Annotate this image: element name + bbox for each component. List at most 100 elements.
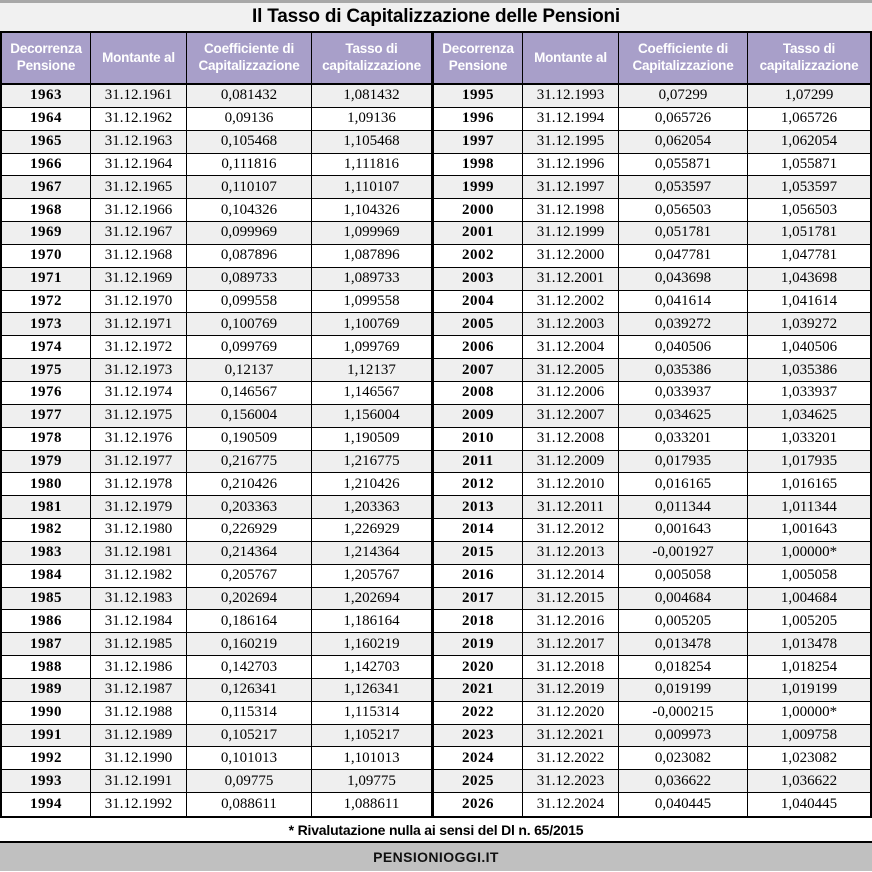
cell-decorrenza: 2012 <box>432 473 523 497</box>
cell-tasso: 1,013478 <box>748 633 870 657</box>
cell-tasso: 1,033937 <box>748 382 870 405</box>
cell-decorrenza: 2005 <box>432 313 523 337</box>
cell-coefficiente: 0,186164 <box>187 610 312 634</box>
cell-tasso: 1,005205 <box>748 610 870 634</box>
cell-decorrenza: 1991 <box>2 724 91 748</box>
cell-montante: 31.12.2022 <box>523 747 619 771</box>
cell-decorrenza: 2023 <box>432 724 523 748</box>
cell-coefficiente: 0,005058 <box>619 564 748 588</box>
table-row: 1983 31.12.1981 0,214364 1,214364 2015 31.12.… <box>2 541 870 565</box>
cell-tasso: 1,105468 <box>312 130 432 154</box>
cell-decorrenza: 1975 <box>2 359 91 382</box>
cell-coefficiente: -0,000215 <box>619 701 748 725</box>
cell-decorrenza: 1966 <box>2 153 91 177</box>
cell-montante: 31.12.2016 <box>523 610 619 634</box>
cell-montante: 31.12.1986 <box>91 656 187 679</box>
cell-montante: 31.12.1982 <box>91 564 187 588</box>
cell-coefficiente: 0,017935 <box>619 450 748 474</box>
cell-decorrenza: 1982 <box>2 519 91 542</box>
cell-decorrenza: 2026 <box>432 793 523 816</box>
footnote-band: * Rivalutazione nulla ai sensi del Dl n.… <box>0 818 872 841</box>
cell-tasso: 1,110107 <box>312 176 432 200</box>
cell-coefficiente: 0,203363 <box>187 496 312 520</box>
cell-montante: 31.12.2017 <box>523 633 619 657</box>
cell-decorrenza: 2004 <box>432 290 523 314</box>
cell-tasso: 1,146567 <box>312 381 432 405</box>
cell-decorrenza: 2021 <box>432 678 523 702</box>
cell-decorrenza: 2001 <box>432 222 523 245</box>
cell-montante: 31.12.2018 <box>523 656 619 679</box>
cell-montante: 31.12.1988 <box>91 701 187 725</box>
cell-tasso: 1,005058 <box>748 565 870 588</box>
cell-tasso: 1,089733 <box>312 267 432 291</box>
cell-tasso: 1,081432 <box>312 85 432 108</box>
cell-decorrenza: 1987 <box>2 633 91 657</box>
cell-montante: 31.12.1998 <box>523 199 619 223</box>
cell-montante: 31.12.2001 <box>523 267 619 291</box>
cell-montante: 31.12.1972 <box>91 336 187 360</box>
cell-montante: 31.12.1983 <box>91 587 187 611</box>
cell-montante: 31.12.1994 <box>523 107 619 131</box>
header-coefficiente-right: Coefficiente di Capitalizzazione <box>619 33 748 85</box>
table-row: 1981 31.12.1979 0,203363 1,203363 2013 31.12.… <box>2 496 870 520</box>
cell-tasso: 1,216775 <box>312 450 432 474</box>
cell-decorrenza: 2025 <box>432 770 523 794</box>
cell-decorrenza: 1972 <box>2 290 91 314</box>
table-row: 1969 31.12.1967 0,099969 1,099969 2001 31.12.… <box>2 222 870 245</box>
cell-montante: 31.12.2014 <box>523 564 619 588</box>
cell-montante: 31.12.1999 <box>523 222 619 245</box>
cell-decorrenza: 1970 <box>2 244 91 268</box>
cell-montante: 31.12.1992 <box>91 793 187 816</box>
table-row: 1984 31.12.1982 0,205767 1,205767 2016 31.12.… <box>2 564 870 588</box>
cell-montante: 31.12.1965 <box>91 176 187 200</box>
cell-coefficiente: 0,115314 <box>187 701 312 725</box>
cell-coefficiente: 0,100769 <box>187 313 312 337</box>
cell-coefficiente: 0,07299 <box>619 85 748 108</box>
cell-montante: 31.12.1985 <box>91 633 187 657</box>
cell-tasso: 1,09136 <box>312 107 432 131</box>
cell-tasso: 1,099558 <box>312 290 432 314</box>
cell-coefficiente: 0,099558 <box>187 290 312 314</box>
table-row: 1973 31.12.1971 0,100769 1,100769 2005 31.12.… <box>2 313 870 337</box>
cell-montante: 31.12.1991 <box>91 770 187 794</box>
cell-decorrenza: 1985 <box>2 587 91 611</box>
cell-coefficiente: 0,210426 <box>187 473 312 497</box>
cell-montante: 31.12.1964 <box>91 153 187 177</box>
cell-coefficiente: 0,190509 <box>187 427 312 451</box>
cell-coefficiente: 0,126341 <box>187 678 312 702</box>
source-footer: PENSIONIOGGI.IT <box>0 841 872 871</box>
cell-decorrenza: 2020 <box>432 656 523 679</box>
table-row: 1977 31.12.1975 0,156004 1,156004 2009 31.12.… <box>2 404 870 428</box>
cell-montante: 31.12.2015 <box>523 587 619 611</box>
header-tasso-right: Tasso di capitalizzazione <box>748 33 870 85</box>
cell-decorrenza: 1967 <box>2 176 91 200</box>
cell-montante: 31.12.1984 <box>91 610 187 634</box>
cell-coefficiente: 0,009973 <box>619 724 748 748</box>
cell-montante: 31.12.1987 <box>91 678 187 702</box>
cell-tasso: 1,019199 <box>748 679 870 702</box>
cell-coefficiente: 0,226929 <box>187 519 312 542</box>
cell-coefficiente: 0,089733 <box>187 267 312 291</box>
table-row: 1990 31.12.1988 0,115314 1,115314 2022 31.12.… <box>2 701 870 725</box>
cell-tasso: 1,12137 <box>312 359 432 382</box>
cell-coefficiente: 0,034625 <box>619 404 748 428</box>
cell-tasso: 1,051781 <box>748 222 870 245</box>
cell-decorrenza: 1996 <box>432 107 523 131</box>
cell-decorrenza: 2022 <box>432 701 523 725</box>
cell-montante: 31.12.2021 <box>523 724 619 748</box>
header-decorrenza-pensione-right: Decorrenza Pensione <box>432 33 523 85</box>
cell-tasso: 1,016165 <box>748 473 870 497</box>
cell-tasso: 1,009758 <box>748 725 870 748</box>
cell-montante: 31.12.2010 <box>523 473 619 497</box>
cell-montante: 31.12.2002 <box>523 290 619 314</box>
cell-montante: 31.12.1977 <box>91 450 187 474</box>
cell-decorrenza: 1969 <box>2 222 91 245</box>
cell-montante: 31.12.1971 <box>91 313 187 337</box>
cell-montante: 31.12.2011 <box>523 496 619 520</box>
table-row: 1963 31.12.1961 0,081432 1,081432 1995 31.12.… <box>2 85 870 108</box>
table-row: 1975 31.12.1973 0,12137 1,12137 2007 31.12.20… <box>2 359 870 382</box>
cell-montante: 31.12.2007 <box>523 404 619 428</box>
cell-decorrenza: 1979 <box>2 450 91 474</box>
cell-decorrenza: 1990 <box>2 701 91 725</box>
cell-decorrenza: 1998 <box>432 153 523 177</box>
